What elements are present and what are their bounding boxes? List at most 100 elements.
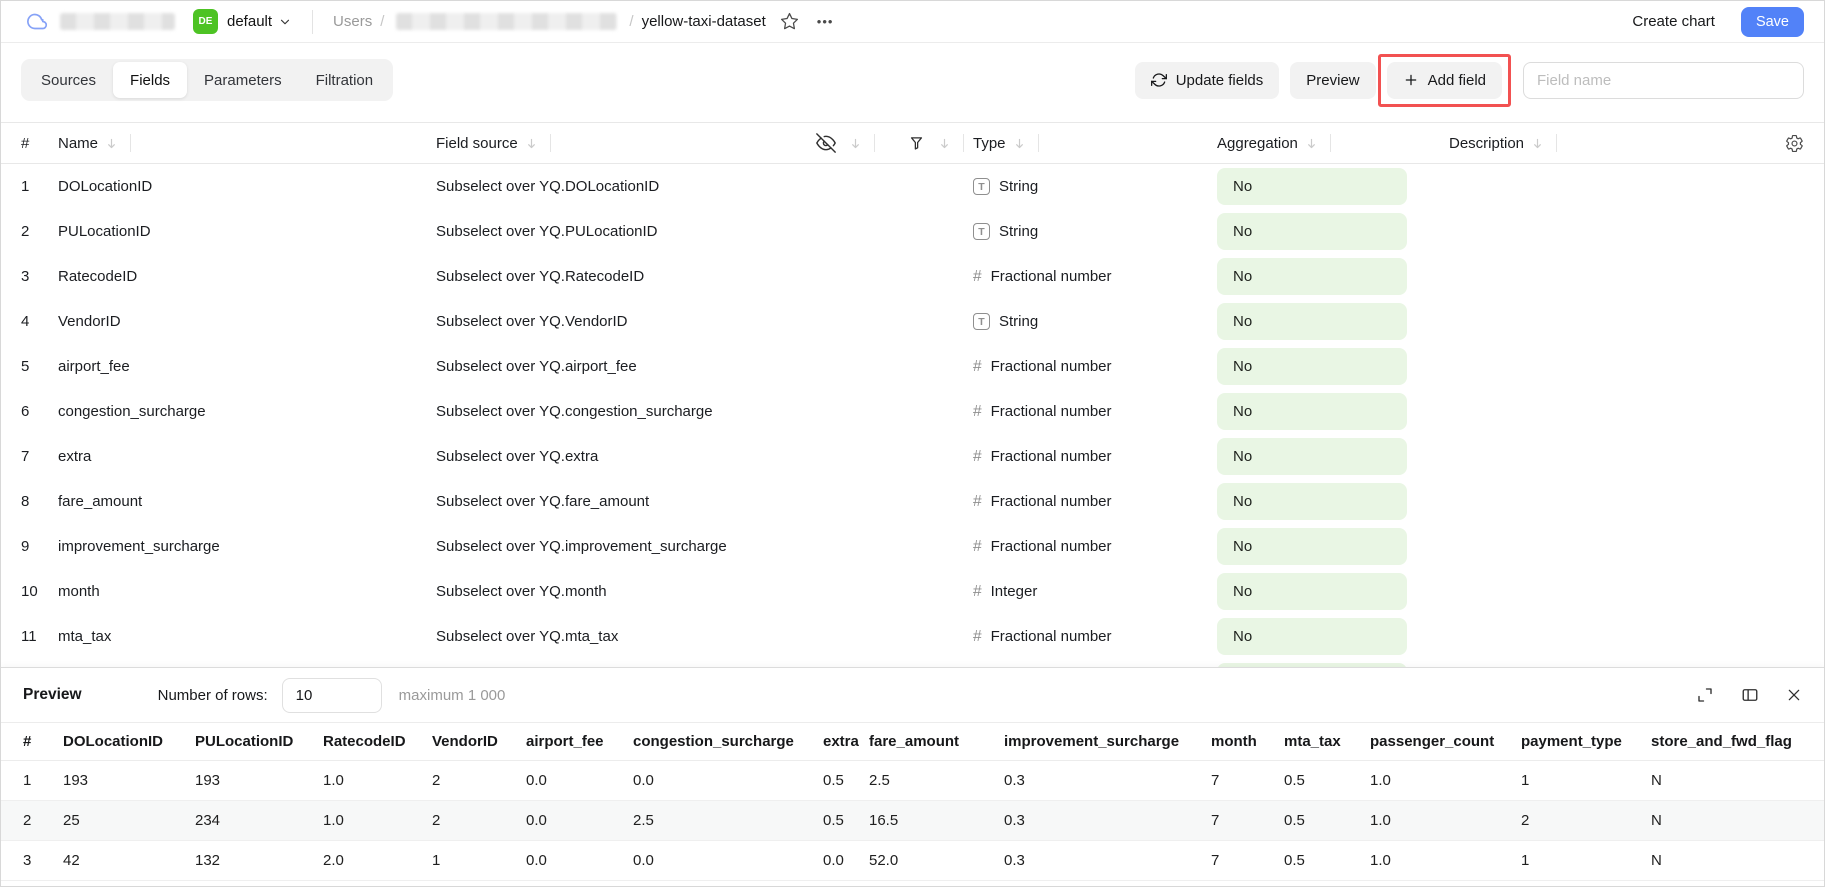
column-header-name[interactable]: Name	[58, 134, 436, 152]
close-preview-icon[interactable]	[1786, 687, 1802, 703]
field-type-cell[interactable]: # Fractional number	[973, 628, 1217, 646]
column-header-field-source[interactable]: Field source	[436, 134, 816, 152]
workspace-name[interactable]: default	[227, 13, 273, 30]
sort-arrow-icon[interactable]	[849, 137, 862, 150]
preview-data-table: # DOLocationID PULocationID RatecodeID Vendo…	[1, 722, 1824, 881]
column-header-description[interactable]: Description	[1449, 134, 1785, 152]
aggregation-select[interactable]: No	[1217, 303, 1407, 340]
column-header-hidden[interactable]	[816, 133, 908, 153]
cloud-logo-icon	[27, 11, 48, 32]
favorite-star-icon[interactable]	[780, 12, 799, 31]
sort-arrow-icon[interactable]	[1305, 137, 1318, 150]
field-type-cell[interactable]: T String	[973, 313, 1217, 330]
string-type-icon: T	[973, 178, 990, 195]
aggregation-select[interactable]: No	[1217, 438, 1407, 475]
field-row[interactable]: 5 airport_fee Subselect over YQ.airport_fe…	[1, 344, 1824, 389]
create-chart-button[interactable]: Create chart	[1622, 7, 1725, 36]
field-name-cell[interactable]: month	[58, 583, 100, 600]
string-type-icon: T	[973, 223, 990, 240]
field-name-cell[interactable]: PULocationID	[58, 223, 151, 240]
field-row-partial	[1, 659, 1824, 669]
chevron-down-icon[interactable]	[278, 15, 292, 29]
preview-data-cell: 0.5	[1284, 760, 1370, 801]
column-header-type[interactable]: Type	[973, 134, 1217, 152]
field-source-cell: Subselect over YQ.PULocationID	[436, 223, 658, 240]
field-row[interactable]: 7 extra Subselect over YQ.extra # Fractional…	[1, 434, 1824, 479]
tab-parameters[interactable]: Parameters	[187, 62, 299, 98]
field-type-cell[interactable]: # Fractional number	[973, 268, 1217, 286]
update-fields-label: Update fields	[1175, 71, 1264, 89]
field-type-cell[interactable]: # Fractional number	[973, 538, 1217, 556]
field-row[interactable]: 9 improvement_surcharge Subselect over YQ.…	[1, 524, 1824, 569]
sort-arrow-icon[interactable]	[938, 137, 951, 150]
update-fields-button[interactable]: Update fields	[1134, 61, 1280, 99]
field-name-cell[interactable]: congestion_surcharge	[58, 403, 206, 420]
aggregation-select[interactable]: No	[1217, 348, 1407, 385]
row-index: 5	[21, 358, 30, 375]
preview-data-row: 2 25 234 1.0 2 0.0 2.5 0.5 16.5 0.3 7 0.5 1.0 2 N	[1, 800, 1824, 841]
sort-arrow-icon[interactable]	[1013, 137, 1026, 150]
preview-data-cell: 234	[195, 800, 323, 841]
column-header-aggregation[interactable]: Aggregation	[1217, 134, 1449, 152]
field-type-cell[interactable]: # Fractional number	[973, 493, 1217, 511]
field-type-cell[interactable]: T String	[973, 223, 1217, 240]
field-source-cell: Subselect over YQ.VendorID	[436, 313, 628, 330]
field-name-cell[interactable]: DOLocationID	[58, 178, 153, 195]
field-row[interactable]: 11 mta_tax Subselect over YQ.mta_tax # Fract…	[1, 614, 1824, 659]
breadcrumb-users[interactable]: Users	[333, 13, 373, 30]
aggregation-select[interactable]: No	[1217, 168, 1407, 205]
preview-data-row: 1 193 193 1.0 2 0.0 0.0 0.5 2.5 0.3 7 0.5 1.0 1 N	[1, 760, 1824, 801]
aggregation-select[interactable]: No	[1217, 573, 1407, 610]
column-header-filter[interactable]	[908, 134, 973, 152]
more-actions-icon[interactable]: •••	[816, 14, 834, 29]
field-type-cell[interactable]: # Fractional number	[973, 448, 1217, 466]
aggregation-select[interactable]: No	[1217, 618, 1407, 655]
field-name-cell[interactable]: RatecodeID	[58, 268, 138, 285]
redacted-folder-name	[396, 13, 618, 30]
field-row[interactable]: 2 PULocationID Subselect over YQ.PULocatio…	[1, 209, 1824, 254]
field-row[interactable]: 10 month Subselect over YQ.month # Integer No	[1, 569, 1824, 614]
sort-arrow-icon[interactable]	[105, 137, 118, 150]
field-row[interactable]: 6 congestion_surcharge Subselect over YQ.c…	[1, 389, 1824, 434]
field-name-cell[interactable]: airport_fee	[58, 358, 130, 375]
save-button[interactable]: Save	[1740, 6, 1804, 37]
aggregation-select[interactable]	[1217, 663, 1407, 669]
sort-arrow-icon[interactable]	[1531, 137, 1544, 150]
field-row[interactable]: 8 fare_amount Subselect over YQ.fare_amoun…	[1, 479, 1824, 524]
field-name-search-input[interactable]	[1523, 61, 1804, 99]
field-name-cell[interactable]: fare_amount	[58, 493, 143, 510]
field-type-cell[interactable]: # Integer	[973, 583, 1217, 601]
redacted-tenant-name	[60, 13, 175, 30]
aggregation-select[interactable]: No	[1217, 213, 1407, 250]
preview-toggle-button[interactable]: Preview	[1290, 61, 1376, 99]
field-type-cell[interactable]: # Fractional number	[973, 358, 1217, 376]
row-index: 10	[21, 583, 38, 600]
add-field-button[interactable]: Add field	[1377, 53, 1511, 107]
table-settings-gear-icon[interactable]	[1785, 134, 1804, 153]
field-type-cell[interactable]: # Fractional number	[973, 403, 1217, 421]
aggregation-select[interactable]: No	[1217, 258, 1407, 295]
field-name-cell[interactable]: VendorID	[58, 313, 121, 330]
preview-column-header: passenger_count	[1370, 722, 1521, 761]
tab-fields[interactable]: Fields	[113, 62, 188, 98]
field-type-cell[interactable]: T String	[973, 178, 1217, 195]
tab-sources[interactable]: Sources	[24, 62, 113, 98]
preview-data-cell: 0.0	[633, 840, 823, 881]
preview-data-cell: 0.5	[1284, 840, 1370, 881]
field-row[interactable]: 1 DOLocationID Subselect over YQ.DOLocatio…	[1, 164, 1824, 209]
expand-preview-icon[interactable]	[1696, 686, 1714, 704]
field-row[interactable]: 4 VendorID Subselect over YQ.VendorID T Stri…	[1, 299, 1824, 344]
aggregation-select[interactable]: No	[1217, 528, 1407, 565]
number-of-rows-input[interactable]	[281, 677, 382, 713]
breadcrumb-current-dataset: yellow-taxi-dataset	[641, 13, 766, 30]
dock-side-panel-icon[interactable]	[1741, 686, 1759, 704]
field-name-cell[interactable]: mta_tax	[58, 628, 112, 645]
field-row[interactable]: 3 RatecodeID Subselect over YQ.RatecodeID #…	[1, 254, 1824, 299]
sort-arrow-icon[interactable]	[525, 137, 538, 150]
aggregation-select[interactable]: No	[1217, 483, 1407, 520]
field-name-cell[interactable]: improvement_surcharge	[58, 538, 220, 555]
field-name-cell[interactable]: extra	[58, 448, 92, 465]
aggregation-select[interactable]: No	[1217, 393, 1407, 430]
tab-filtration[interactable]: Filtration	[299, 62, 391, 98]
